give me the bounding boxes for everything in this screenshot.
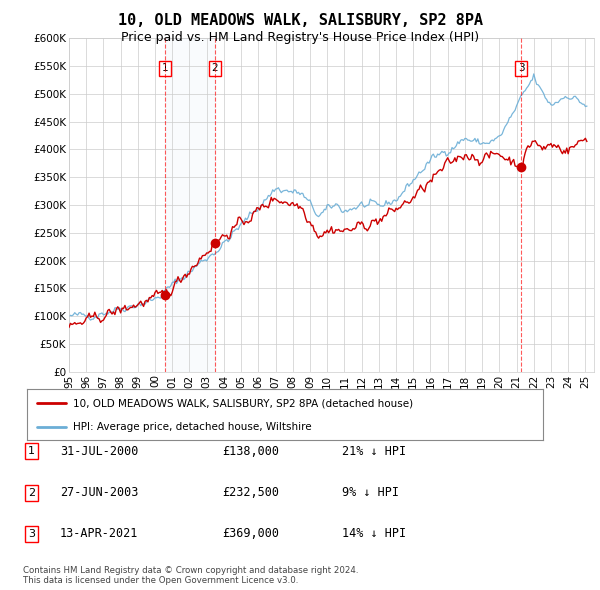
Text: 1: 1 (28, 447, 35, 456)
Text: £232,500: £232,500 (222, 486, 279, 499)
Text: HPI: Average price, detached house, Wiltshire: HPI: Average price, detached house, Wilt… (73, 422, 312, 432)
Text: 2: 2 (28, 488, 35, 497)
Text: 21% ↓ HPI: 21% ↓ HPI (342, 445, 406, 458)
Text: £138,000: £138,000 (222, 445, 279, 458)
Text: 10, OLD MEADOWS WALK, SALISBURY, SP2 8PA (detached house): 10, OLD MEADOWS WALK, SALISBURY, SP2 8PA… (73, 398, 413, 408)
Bar (165, 38, 215, 372)
Text: 2: 2 (212, 63, 218, 73)
Text: £369,000: £369,000 (222, 527, 279, 540)
Text: 10, OLD MEADOWS WALK, SALISBURY, SP2 8PA: 10, OLD MEADOWS WALK, SALISBURY, SP2 8PA (118, 13, 482, 28)
Text: 14% ↓ HPI: 14% ↓ HPI (342, 527, 406, 540)
Text: 3: 3 (518, 63, 524, 73)
Text: 3: 3 (28, 529, 35, 539)
Text: Price paid vs. HM Land Registry's House Price Index (HPI): Price paid vs. HM Land Registry's House … (121, 31, 479, 44)
Text: 27-JUN-2003: 27-JUN-2003 (60, 486, 139, 499)
Text: Contains HM Land Registry data © Crown copyright and database right 2024.
This d: Contains HM Land Registry data © Crown c… (23, 566, 358, 585)
Text: 13-APR-2021: 13-APR-2021 (60, 527, 139, 540)
Text: 9% ↓ HPI: 9% ↓ HPI (342, 486, 399, 499)
Text: 1: 1 (162, 63, 169, 73)
Text: 31-JUL-2000: 31-JUL-2000 (60, 445, 139, 458)
